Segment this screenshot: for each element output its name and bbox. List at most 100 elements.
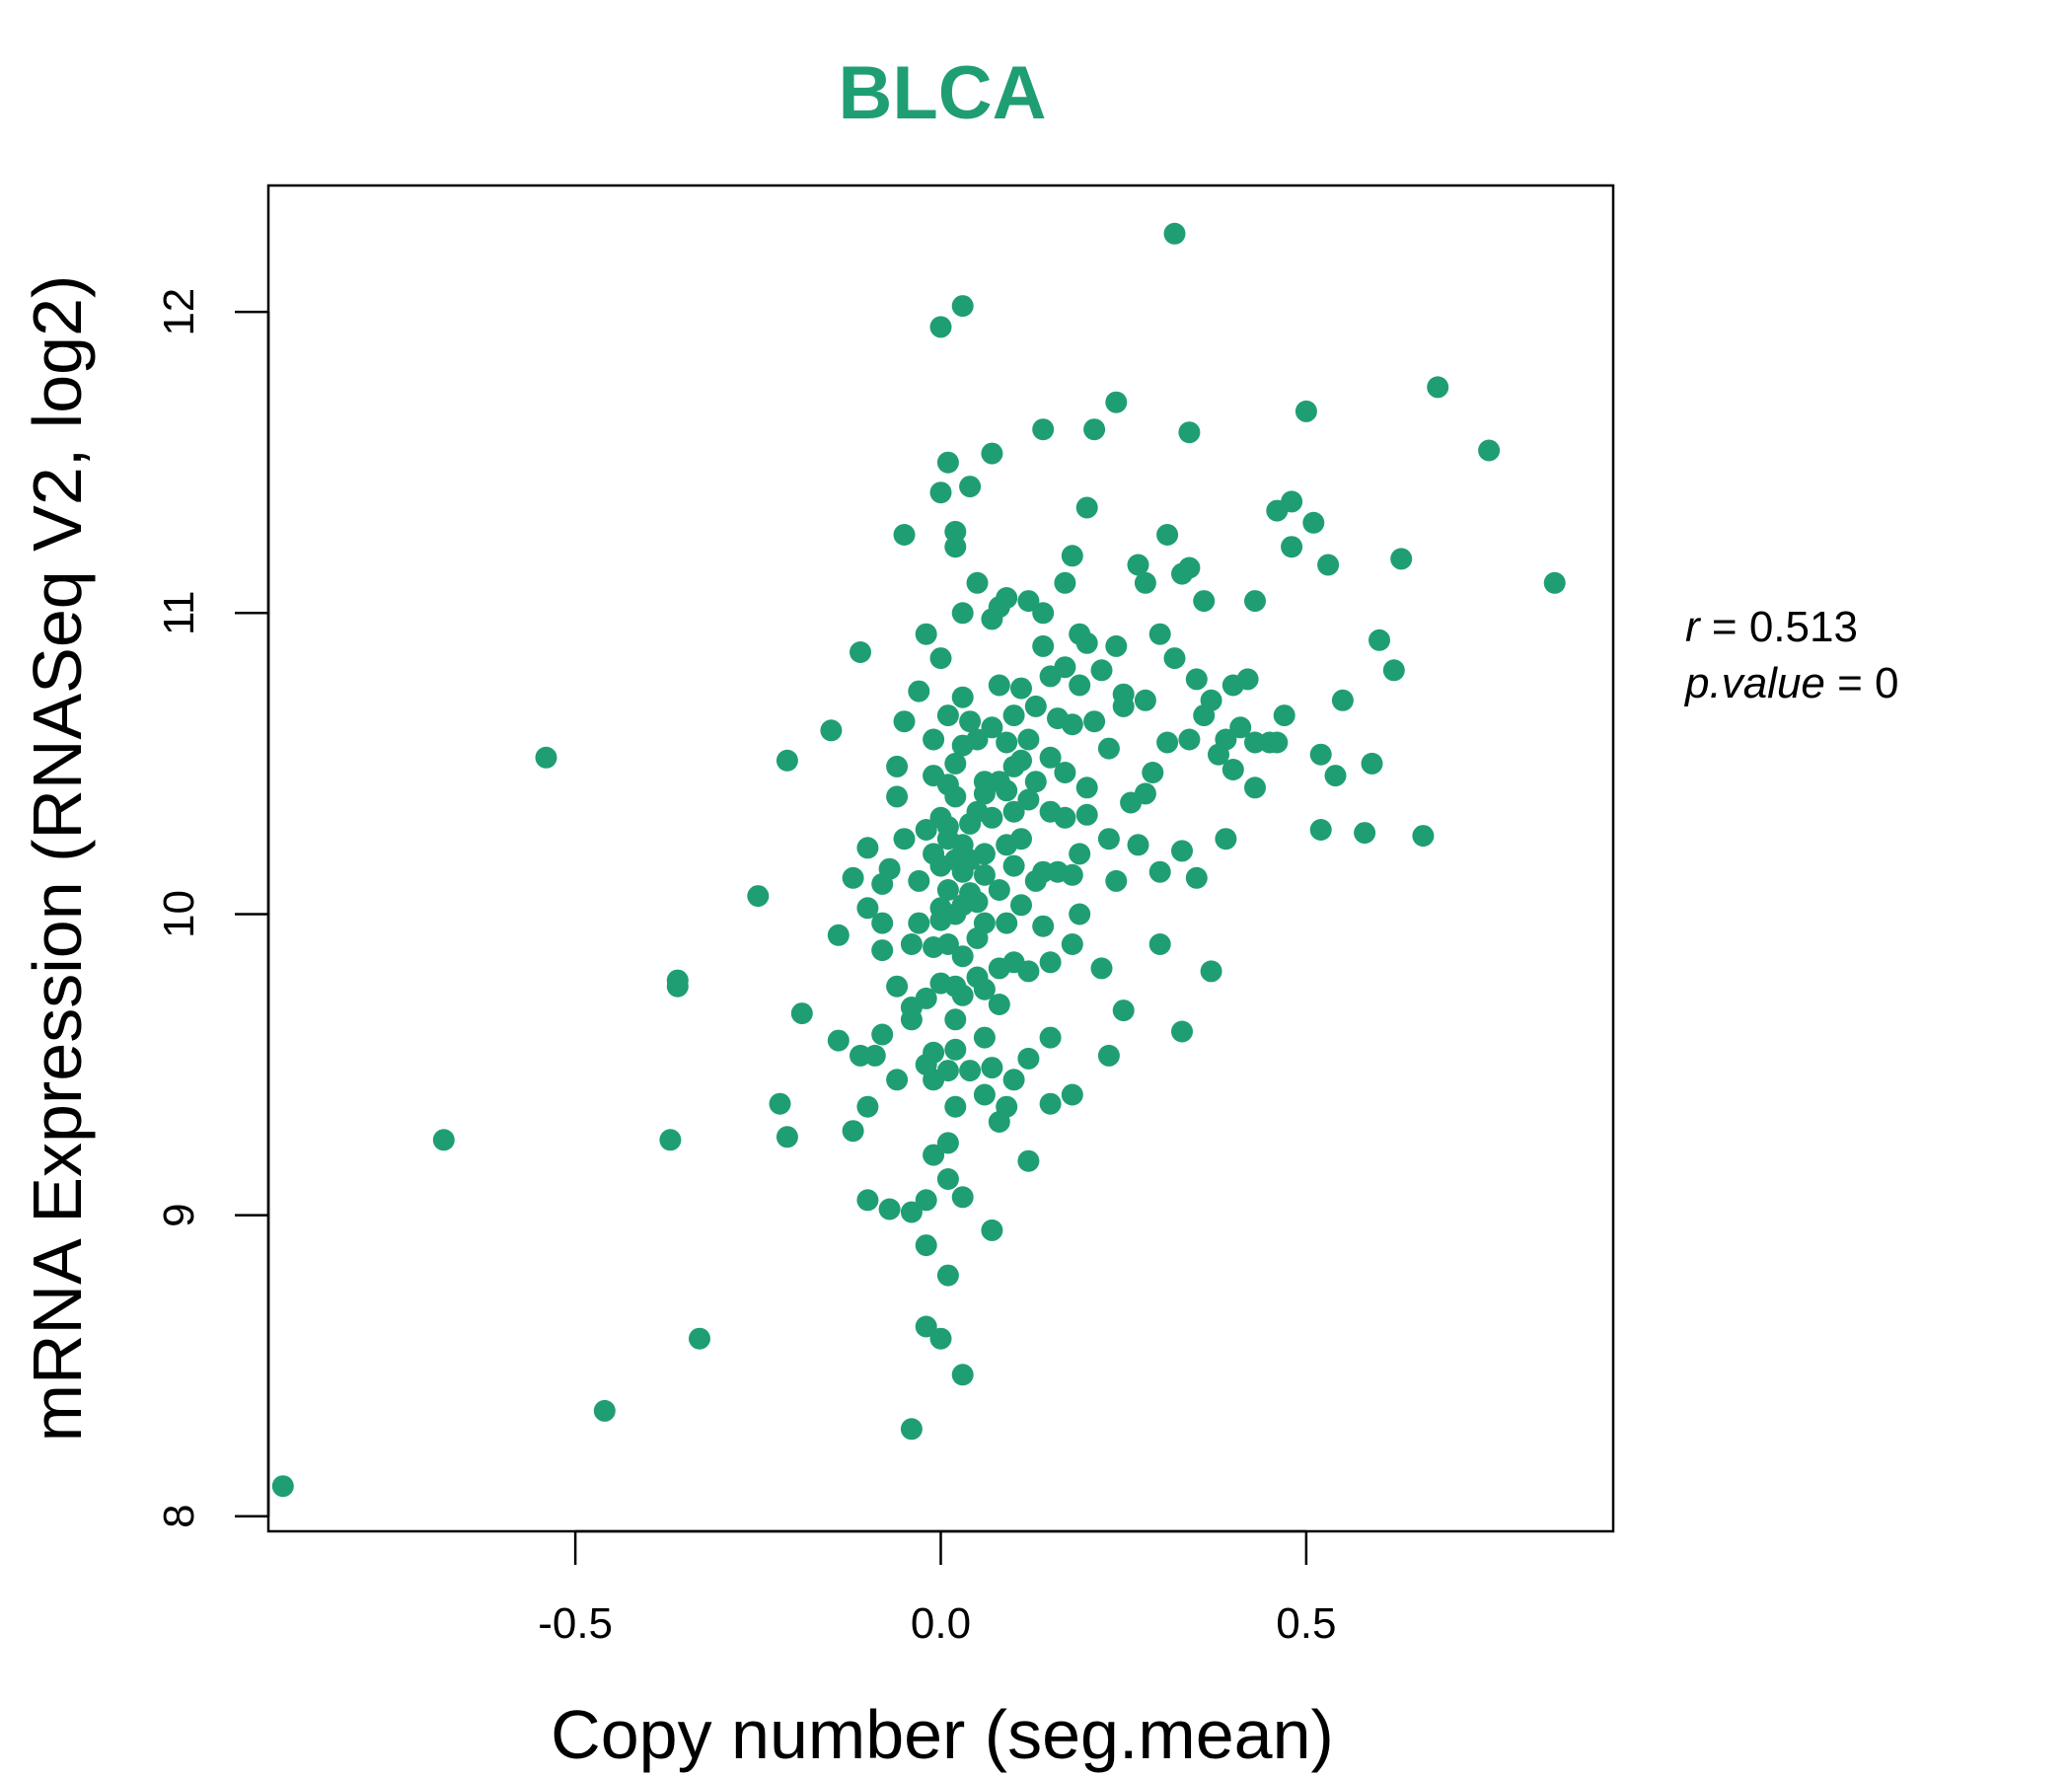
data-point bbox=[1382, 659, 1405, 682]
data-point bbox=[944, 536, 967, 558]
data-point bbox=[1273, 704, 1295, 727]
data-point bbox=[820, 719, 843, 742]
data-point bbox=[1543, 571, 1566, 594]
data-point bbox=[1075, 777, 1098, 799]
y-tick-label: 10 bbox=[155, 890, 203, 938]
data-point bbox=[1017, 1149, 1040, 1172]
data-point bbox=[1331, 689, 1354, 711]
chart-title: BLCA bbox=[838, 51, 1046, 135]
data-point bbox=[981, 716, 1003, 739]
data-point bbox=[1236, 668, 1259, 691]
data-point bbox=[1134, 782, 1156, 805]
data-point bbox=[1221, 759, 1244, 780]
data-point bbox=[1127, 834, 1149, 856]
data-point bbox=[996, 587, 1018, 609]
data-point bbox=[1010, 677, 1032, 700]
stat-p-label: p.value bbox=[1683, 659, 1825, 707]
data-point bbox=[1193, 590, 1216, 613]
data-point bbox=[1010, 894, 1032, 917]
data-point bbox=[900, 933, 923, 955]
points-layer bbox=[271, 222, 1566, 1498]
data-point bbox=[1069, 843, 1091, 865]
data-point bbox=[856, 1095, 879, 1118]
x-axis: -0.5 0.0 0.5 bbox=[538, 1529, 1336, 1648]
stat-p: p.value = 0 bbox=[1683, 659, 1899, 707]
data-point bbox=[827, 924, 850, 946]
data-point bbox=[959, 1060, 982, 1082]
data-point bbox=[988, 674, 1010, 697]
data-point bbox=[1112, 683, 1135, 705]
data-point bbox=[936, 1060, 959, 1082]
data-point bbox=[1163, 647, 1186, 670]
data-point bbox=[1478, 439, 1501, 462]
data-point bbox=[1281, 490, 1303, 513]
data-point bbox=[1134, 689, 1156, 711]
data-point bbox=[886, 975, 909, 998]
data-point bbox=[951, 1186, 974, 1209]
data-point bbox=[1083, 710, 1106, 733]
data-point bbox=[776, 749, 798, 772]
y-tick-label: 8 bbox=[155, 1504, 203, 1527]
data-point bbox=[944, 1008, 967, 1031]
data-point bbox=[432, 1129, 455, 1151]
data-point bbox=[923, 728, 945, 751]
data-point bbox=[1156, 524, 1179, 546]
data-point bbox=[1097, 828, 1120, 851]
data-point bbox=[878, 1198, 901, 1221]
data-point bbox=[936, 933, 959, 955]
data-point bbox=[1178, 556, 1201, 579]
data-point bbox=[593, 1399, 616, 1422]
data-point bbox=[1032, 634, 1055, 657]
data-point bbox=[1061, 545, 1083, 567]
data-point bbox=[951, 984, 974, 1006]
data-point bbox=[1039, 1092, 1062, 1115]
data-point bbox=[1309, 743, 1332, 766]
data-point bbox=[1002, 854, 1025, 877]
data-point bbox=[1054, 656, 1076, 679]
data-point bbox=[1017, 728, 1040, 751]
data-point bbox=[871, 1023, 894, 1046]
data-point bbox=[1215, 828, 1237, 851]
data-point bbox=[878, 857, 901, 880]
data-point bbox=[1002, 800, 1025, 823]
data-point bbox=[1083, 418, 1106, 441]
y-axis-title: mRNA Expression (RNASeq V2, log2) bbox=[19, 275, 96, 1443]
data-point bbox=[988, 879, 1010, 901]
data-point bbox=[988, 994, 1010, 1015]
data-point bbox=[842, 1120, 864, 1143]
data-point bbox=[856, 897, 879, 920]
stat-r-equals: = bbox=[1700, 603, 1749, 651]
data-point bbox=[856, 837, 879, 859]
data-point bbox=[1244, 590, 1266, 613]
data-point bbox=[929, 647, 952, 670]
data-point bbox=[915, 1315, 937, 1338]
data-point bbox=[951, 686, 974, 708]
data-point bbox=[915, 987, 937, 1009]
data-point bbox=[1309, 819, 1332, 841]
data-point bbox=[936, 451, 959, 474]
data-point bbox=[951, 602, 974, 625]
data-point bbox=[981, 442, 1003, 465]
data-point bbox=[915, 623, 937, 645]
data-point bbox=[936, 1264, 959, 1287]
data-point bbox=[1127, 554, 1149, 576]
data-point bbox=[659, 1129, 682, 1151]
data-point bbox=[1017, 590, 1040, 613]
data-point bbox=[1148, 860, 1171, 883]
data-point bbox=[936, 1168, 959, 1190]
x-tick-label: 0.5 bbox=[1276, 1599, 1336, 1648]
data-point bbox=[996, 779, 1018, 802]
data-point bbox=[1002, 704, 1025, 727]
data-point bbox=[908, 680, 930, 703]
data-point bbox=[1032, 915, 1055, 937]
data-point bbox=[996, 731, 1018, 754]
data-point bbox=[1185, 866, 1208, 889]
data-point bbox=[790, 1002, 813, 1025]
data-point bbox=[1185, 668, 1208, 691]
data-point bbox=[1010, 828, 1032, 851]
data-point bbox=[1032, 602, 1055, 625]
data-point bbox=[1148, 623, 1171, 645]
data-point bbox=[1090, 957, 1113, 980]
data-point bbox=[944, 1095, 967, 1118]
